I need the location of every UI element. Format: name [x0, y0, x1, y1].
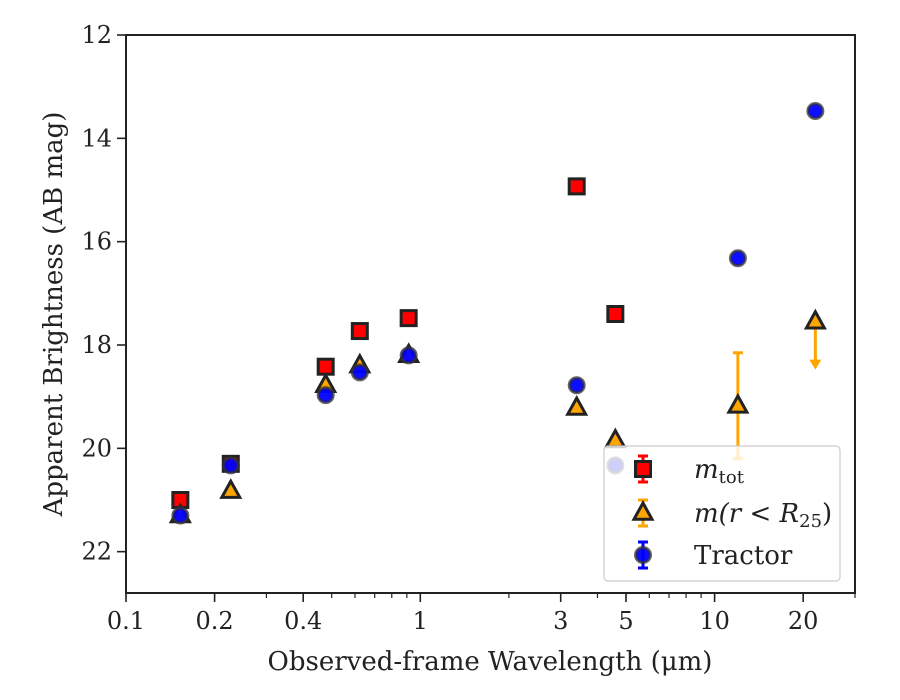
- legend-box: [603, 445, 841, 582]
- y-tick-label: 22: [81, 538, 112, 566]
- legend-label: mtot: [694, 455, 745, 488]
- y-axis: 12 14 16 18 20 22: [81, 21, 126, 566]
- legend-marker-square: [634, 460, 652, 478]
- data-point-circle: [221, 456, 240, 475]
- x-tick-label: 0.4: [284, 607, 322, 635]
- y-tick-label: 20: [81, 434, 112, 462]
- series-square: [171, 177, 625, 509]
- plot-frame: [125, 34, 856, 594]
- series-circle: [171, 101, 825, 525]
- legend-label-main: m(r < R: [694, 499, 799, 529]
- y-tick-label: 14: [81, 124, 112, 152]
- data-point-triangle: [603, 427, 627, 449]
- data-point-square: [350, 322, 369, 341]
- data-point-circle: [171, 506, 190, 525]
- data-point-triangle: [219, 478, 243, 499]
- legend-entry: mtot: [634, 454, 745, 488]
- data-point-triangle: [565, 394, 589, 416]
- x-tick-label: 10: [699, 607, 730, 635]
- x-tick-label: 5: [618, 607, 633, 635]
- legend-label-sub: 25: [799, 511, 822, 532]
- y-tick-label: 16: [81, 228, 112, 256]
- legend-entry: Tractor: [634, 540, 793, 571]
- data-point-circle: [316, 386, 335, 405]
- data-point-circle: [350, 363, 369, 382]
- data-point-square: [567, 177, 586, 196]
- legend-label: Tractor: [694, 541, 793, 571]
- legend-marker-triangle: [631, 499, 655, 521]
- legend: mtot m(r < R25) Tractor: [603, 445, 841, 582]
- data-point-triangle: [803, 308, 827, 330]
- legend-label-end: ): [822, 499, 832, 529]
- y-tick-label: 18: [81, 331, 112, 359]
- y-axis-title: Apparent Brightness (AB mag): [39, 112, 69, 518]
- plot-area: [168, 101, 827, 525]
- data-point-circle: [728, 249, 747, 268]
- x-tick-label: 0.1: [107, 607, 145, 635]
- legend-label-sub: tot: [719, 467, 745, 488]
- data-point-square: [399, 309, 418, 328]
- legend-marker-circle: [634, 546, 652, 564]
- legend-label-main: m: [694, 455, 719, 485]
- y-tick-label: 12: [81, 21, 112, 49]
- x-axis: 0.1 0.2 0.4 1 3 5 10 20: [107, 593, 856, 635]
- x-tick-label: 3: [553, 607, 568, 635]
- data-point-square: [606, 305, 625, 323]
- x-axis-title: Observed-frame Wavelength (μm): [268, 647, 713, 677]
- x-tick-label: 1: [413, 607, 428, 635]
- x-tick-label: 20: [788, 607, 819, 635]
- data-point-square: [316, 357, 335, 376]
- data-point-triangle: [726, 392, 750, 414]
- data-point-circle: [806, 101, 825, 120]
- data-point-circle: [399, 346, 418, 365]
- x-tick-label: 0.2: [196, 607, 234, 635]
- data-point-circle: [567, 376, 586, 395]
- legend-label: m(r < R25): [694, 499, 832, 532]
- upper-limit-arrowhead: [809, 359, 822, 370]
- legend-entry: m(r < R25): [631, 498, 832, 532]
